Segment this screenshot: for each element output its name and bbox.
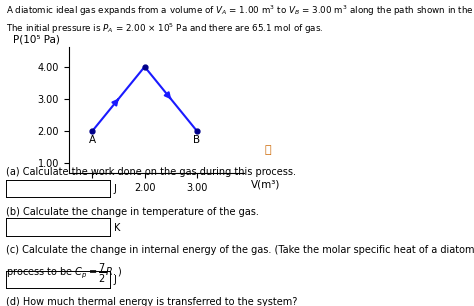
Text: J: J bbox=[114, 275, 117, 285]
Text: J: J bbox=[114, 185, 117, 194]
Text: The initial pressure is $P_A$ = 2.00 × 10$^5$ Pa and there are 65.1 mol of gas.: The initial pressure is $P_A$ = 2.00 × 1… bbox=[6, 22, 323, 36]
Text: ⓘ: ⓘ bbox=[264, 145, 271, 155]
Text: (a) Calculate the work done on the gas during this process.: (a) Calculate the work done on the gas d… bbox=[6, 167, 296, 177]
Text: K: K bbox=[114, 223, 120, 233]
Text: process to be $C_p = \dfrac{7}{2}R.$): process to be $C_p = \dfrac{7}{2}R.$) bbox=[6, 262, 122, 285]
Text: B: B bbox=[193, 135, 201, 145]
Text: (c) Calculate the change in internal energy of the gas. (Take the molar specific: (c) Calculate the change in internal ene… bbox=[6, 245, 474, 256]
Text: A diatomic ideal gas expands from a volume of $V_A$ = 1.00 m$^3$ to $V_B$ = 3.00: A diatomic ideal gas expands from a volu… bbox=[6, 4, 474, 18]
Text: P(10⁵ Pa): P(10⁵ Pa) bbox=[13, 35, 59, 45]
Text: (b) Calculate the change in temperature of the gas.: (b) Calculate the change in temperature … bbox=[6, 207, 258, 217]
Text: V(m³): V(m³) bbox=[251, 179, 281, 189]
Text: A: A bbox=[89, 135, 96, 145]
Text: (d) How much thermal energy is transferred to the system?: (d) How much thermal energy is transferr… bbox=[6, 297, 297, 306]
